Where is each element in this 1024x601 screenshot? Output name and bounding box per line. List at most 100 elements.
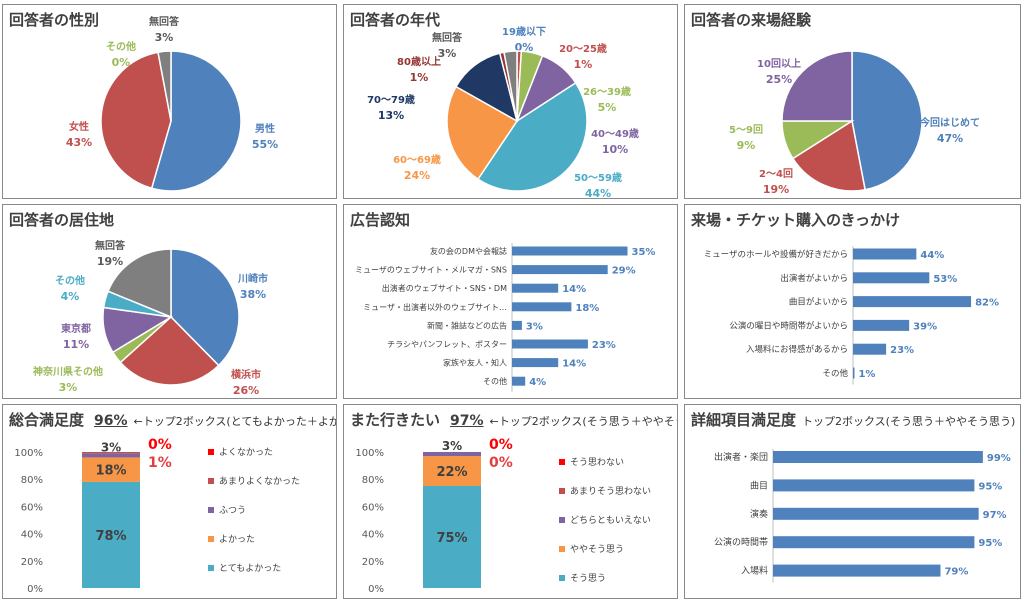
detail-category-item-2: 曲目 <box>750 480 768 491</box>
again-ytick-item-5: 80% <box>362 475 384 486</box>
detail-value-item-3: 97% <box>983 510 1007 521</box>
overall-segment-label-item-2: 18% <box>95 464 126 479</box>
ad-bar-item-5 <box>512 320 522 330</box>
again-ytick-item-6: 100% <box>355 448 384 459</box>
again-segment-item-2 <box>423 456 481 486</box>
age-slice-pct-item-3: 5% <box>598 101 617 114</box>
residence-slice-pct-item-6: 19% <box>97 255 123 268</box>
overall-segment-item-2 <box>82 457 140 482</box>
visit-slice-pct-item-1: 47% <box>937 132 963 145</box>
again-ytick-item-1: 0% <box>368 584 384 595</box>
again-legend-label-item-1: そう思わない <box>570 457 624 468</box>
age-slice-label-item-7: 70～79歳 <box>367 93 415 106</box>
again-legend-swatch-item-1 <box>559 459 565 465</box>
ad-value-item-3: 14% <box>562 284 586 295</box>
residence-slice-label-item-5: その他 <box>55 274 85 287</box>
gender-slice-item-4 <box>157 50 172 122</box>
trigger-value-item-5: 23% <box>890 345 914 356</box>
age-slice-label-item-9: 無回答 <box>432 31 463 44</box>
again-legend-label-item-5: そう思う <box>570 573 606 584</box>
gender-slice-label-item-4: 無回答 <box>149 15 180 28</box>
again-legend-swatch-item-2 <box>559 488 565 494</box>
trigger-category-item-3: 曲目がよいから <box>789 297 848 308</box>
overall-panel: 総合満足度 96% ←トップ2ボックス(とてもよかった＋よかった) 0% 20% 40%… <box>2 404 337 599</box>
detail-panel: 詳細項目満足度 トップ2ボックス(そう思う＋ややそう思う) 出演者・楽団 99% 曲目… <box>684 404 1021 599</box>
trigger-category-item-5: 入場料にお得感があるから <box>746 344 848 355</box>
again-segment-label-item-5: 0% <box>489 437 513 453</box>
ad-bar-item-8 <box>512 376 526 386</box>
detail-category-item-4: 公演の時間帯 <box>714 536 768 548</box>
age-slice-item-5 <box>476 81 588 192</box>
visit-slice-pct-item-3: 9% <box>737 139 756 152</box>
detail-title-row: 詳細項目満足度 トップ2ボックス(そう思う＋ややそう思う) <box>691 409 1015 430</box>
ad-panel: 広告認知 友の会のDMや会報誌 35% ミューザのウェブサイト・メルマガ・SNS 29… <box>343 204 678 399</box>
detail-value-item-1: 99% <box>987 453 1011 464</box>
again-panel: また行きたい 97% ←トップ2ボックス(そう思う＋ややそう思う) 0% 20% 40%… <box>343 404 678 599</box>
again-segment-label-item-2: 22% <box>436 465 467 480</box>
residence-slice-label-item-6: 無回答 <box>95 239 126 252</box>
overall-legend-swatch-item-1 <box>208 449 214 455</box>
overall-legend-label-item-3: ふつう <box>219 505 246 516</box>
residence-slice-item-2 <box>119 315 220 386</box>
age-slice-label-item-1: 19歳以下 <box>502 25 546 38</box>
ad-value-item-7: 14% <box>562 359 586 370</box>
trigger-value-item-3: 82% <box>975 298 999 309</box>
residence-slice-label-item-2: 横浜市 <box>231 368 261 381</box>
overall-ytick-item-4: 60% <box>21 502 43 513</box>
trigger-category-item-6: その他 <box>822 368 848 379</box>
overall-segment-label-item-3: 3% <box>101 440 121 454</box>
ad-category-item-5: 新聞・雑誌などの広告 <box>427 320 507 330</box>
trigger-bar-item-3 <box>853 296 972 308</box>
visit-slice-pct-item-4: 25% <box>766 73 792 86</box>
trigger-title: 来場・チケット購入のきっかけ <box>691 211 900 229</box>
gender-panel: 回答者の性別 男性 55% 女性 43% その他 0% 無回答 3% <box>2 4 337 199</box>
residence-pie-chart: 川崎市 38% 横浜市 26% 神奈川県その他 3% 東京都 11% その他 4% 無回答 19% <box>33 239 268 397</box>
detail-value-item-2: 95% <box>978 481 1002 492</box>
ad-bar-item-6 <box>512 339 588 349</box>
detail-bar-item-4 <box>773 536 975 549</box>
ad-category-item-3: 出演者のウェブサイト・SNS・DM <box>382 283 507 293</box>
gender-slice-label-item-1: 男性 <box>255 122 275 135</box>
ad-category-item-4: ミューザ・出演者以外のウェブサイト… <box>363 302 507 312</box>
visit-title: 回答者の来場経験 <box>691 11 812 29</box>
again-segment-item-1 <box>423 486 481 588</box>
again-legend-swatch-item-4 <box>559 546 565 552</box>
trigger-category-item-1: ミューザのホールや設備が好きだから <box>704 249 848 260</box>
ad-bar-item-1 <box>512 246 628 256</box>
overall-stacked-chart: 0% 20% 40% 60% 80% 100% 78% 18% 3% 1% 0% よくなかったあまりよ… <box>14 437 300 595</box>
again-stacked-chart: 0% 20% 40% 60% 80% 100% 75% 22% 3% 0% 0% そう思わないあまりそ… <box>355 437 651 595</box>
again-ytick-item-3: 40% <box>362 530 384 541</box>
trigger-value-item-6: 1% <box>858 369 875 380</box>
trigger-category-item-2: 出演者がよいから <box>780 273 848 284</box>
again-segment-label-item-1: 75% <box>436 531 467 546</box>
ad-category-item-2: ミューザのウェブサイト・メルマガ・SNS <box>355 265 507 275</box>
overall-note: ←トップ2ボックス(とてもよかった＋よかった) <box>133 415 337 428</box>
gender-slice-pct-item-2: 43% <box>66 136 92 149</box>
again-ytick-item-4: 60% <box>362 502 384 513</box>
gender-slice-label-item-3: その他 <box>106 40 136 53</box>
age-slice-pct-item-7: 13% <box>378 109 404 122</box>
residence-slice-pct-item-3: 3% <box>59 381 78 394</box>
ad-category-item-7: 家族や友人・知人 <box>443 358 507 368</box>
detail-note: トップ2ボックス(そう思う＋ややそう思う) <box>802 415 1016 428</box>
ad-bar-item-3 <box>512 283 559 293</box>
ad-category-item-1: 友の会のDMや会報誌 <box>430 246 507 256</box>
age-slice-label-item-5: 50～59歳 <box>574 171 622 184</box>
age-slice-label-item-8: 80歳以上 <box>397 55 441 68</box>
overall-ytick-item-1: 0% <box>27 584 43 595</box>
gender-slice-pct-item-1: 55% <box>252 138 278 151</box>
age-slice-pct-item-2: 1% <box>574 58 593 71</box>
gender-title: 回答者の性別 <box>9 11 100 29</box>
again-legend-label-item-2: あまりそう思わない <box>570 486 651 497</box>
trigger-category-item-4: 公演の曜日や時間帯がよいから <box>729 320 848 331</box>
age-title: 回答者の年代 <box>350 11 441 29</box>
residence-title: 回答者の居住地 <box>9 211 115 229</box>
visit-slice-label-item-1: 今回はじめて <box>919 116 980 129</box>
again-note: ←トップ2ボックス(そう思う＋ややそう思う) <box>489 415 677 428</box>
ad-value-item-8: 4% <box>529 377 546 388</box>
detail-bar-item-1 <box>773 451 983 463</box>
residence-slice-item-1 <box>170 248 240 367</box>
residence-slice-pct-item-2: 26% <box>233 384 259 397</box>
visit-slice-label-item-2: 2～4回 <box>759 168 793 180</box>
